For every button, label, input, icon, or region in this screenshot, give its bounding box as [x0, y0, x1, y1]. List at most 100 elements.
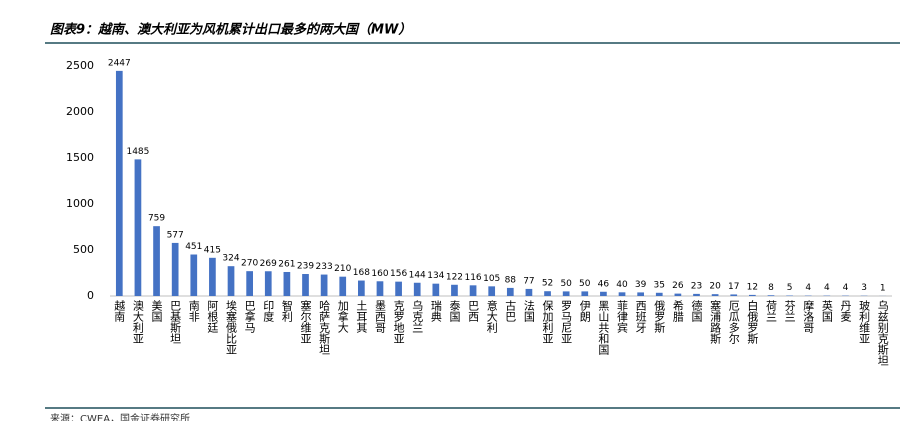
bar	[674, 293, 682, 296]
value-label: 4	[843, 283, 849, 293]
x-tick-label: 丹麦	[839, 300, 852, 323]
value-label: 50	[579, 279, 591, 289]
x-tick-label: 保加利亚	[541, 299, 554, 344]
x-tick-label: 埃塞俄比亚	[225, 299, 238, 355]
value-label: 324	[222, 254, 239, 264]
value-label: 1485	[126, 147, 149, 157]
bar	[153, 226, 160, 296]
value-label: 261	[278, 259, 295, 269]
x-tick-label: 印度	[262, 300, 275, 323]
x-tick-label: 巴西	[467, 300, 480, 322]
value-label: 144	[409, 270, 426, 280]
bar	[134, 159, 142, 296]
x-tick-label: 美国	[150, 300, 163, 323]
value-label: 12	[747, 282, 758, 292]
value-label: 239	[297, 262, 314, 272]
y-tick-label: 1500	[66, 151, 94, 164]
x-tick-label: 塞浦路斯	[709, 299, 722, 345]
value-label: 451	[185, 242, 202, 252]
x-tick-label: 法国	[522, 299, 535, 323]
x-tick-label: 越南	[113, 299, 126, 322]
value-label: 210	[334, 264, 351, 274]
bar	[730, 294, 738, 296]
value-label: 39	[635, 280, 647, 290]
bar	[302, 274, 309, 296]
bar	[395, 281, 402, 296]
value-label: 168	[353, 268, 370, 278]
bar	[749, 294, 756, 296]
value-label: 134	[427, 271, 444, 281]
x-tick-label: 塞尔维亚	[299, 299, 312, 344]
chart-title: 图表9：越南、澳大利亚为风机累计出口最多的两大国（MW）	[50, 22, 411, 38]
x-tick-label: 阿根廷	[206, 300, 219, 334]
value-label: 35	[654, 280, 665, 290]
bar	[767, 295, 775, 296]
value-label: 4	[805, 283, 811, 293]
x-tick-label: 瑞典	[429, 299, 442, 323]
value-label: 50	[560, 279, 572, 289]
value-label: 156	[390, 269, 407, 279]
bar	[171, 242, 179, 296]
y-tick-label: 2000	[66, 105, 94, 118]
x-tick-label: 厄瓜多尔	[727, 300, 740, 344]
y-tick-label: 500	[73, 243, 94, 256]
value-label: 8	[768, 283, 774, 293]
bar	[600, 291, 607, 296]
x-tick-label: 古巴	[504, 300, 517, 322]
x-tick-label: 菲律宾	[616, 300, 629, 333]
x-tick-label: 意大利	[485, 299, 498, 333]
x-tick-label: 西班牙	[634, 300, 647, 334]
value-label: 269	[260, 259, 277, 269]
value-label: 160	[371, 269, 388, 279]
x-tick-label: 墨西哥	[373, 300, 386, 333]
x-tick-label: 泰国	[448, 299, 461, 323]
bar	[469, 285, 477, 296]
value-label: 46	[598, 279, 610, 289]
x-tick-label: 英国	[820, 299, 833, 323]
bar	[190, 254, 198, 296]
bar	[358, 280, 365, 296]
bar	[246, 271, 253, 296]
y-tick-label: 1000	[66, 197, 94, 210]
value-label: 88	[505, 275, 517, 285]
bar	[264, 271, 272, 296]
bar	[562, 291, 570, 296]
bar	[693, 293, 700, 296]
x-tick-label: 伊朗	[578, 300, 591, 322]
value-label: 233	[316, 262, 333, 272]
x-tick-label: 罗马尼亚	[560, 300, 573, 344]
bar	[637, 292, 644, 296]
x-tick-label: 智利	[280, 299, 293, 322]
value-label: 1	[880, 283, 886, 293]
value-label: 40	[616, 280, 628, 290]
x-tick-label: 摩洛哥	[802, 299, 815, 333]
bar	[339, 276, 347, 296]
bar	[320, 274, 328, 296]
x-tick-label: 巴拿马	[243, 300, 256, 334]
x-tick-label: 德国	[690, 299, 703, 323]
x-tick-label: 荷兰	[764, 300, 777, 322]
y-tick-label: 0	[87, 289, 94, 302]
x-tick-label: 哈萨克斯坦	[318, 300, 331, 355]
y-tick-label: 2500	[66, 59, 94, 72]
bar	[451, 284, 458, 296]
x-tick-label: 加拿大	[336, 300, 349, 333]
value-label: 415	[204, 245, 221, 255]
value-label: 52	[542, 279, 553, 289]
bar	[283, 271, 291, 296]
x-tick-label: 白俄罗斯	[746, 299, 759, 345]
x-tick-label: 芬兰	[783, 300, 796, 322]
bar	[525, 288, 533, 296]
bar	[432, 283, 440, 296]
value-label: 122	[446, 272, 463, 282]
value-label: 26	[672, 281, 684, 291]
value-label: 5	[787, 283, 793, 293]
value-label: 759	[148, 214, 165, 224]
value-label: 270	[241, 259, 258, 269]
value-label: 577	[167, 230, 184, 240]
value-label: 4	[824, 283, 830, 293]
value-label: 17	[728, 282, 739, 292]
x-tick-label: 巴基斯坦	[169, 300, 182, 344]
bar	[618, 292, 626, 296]
